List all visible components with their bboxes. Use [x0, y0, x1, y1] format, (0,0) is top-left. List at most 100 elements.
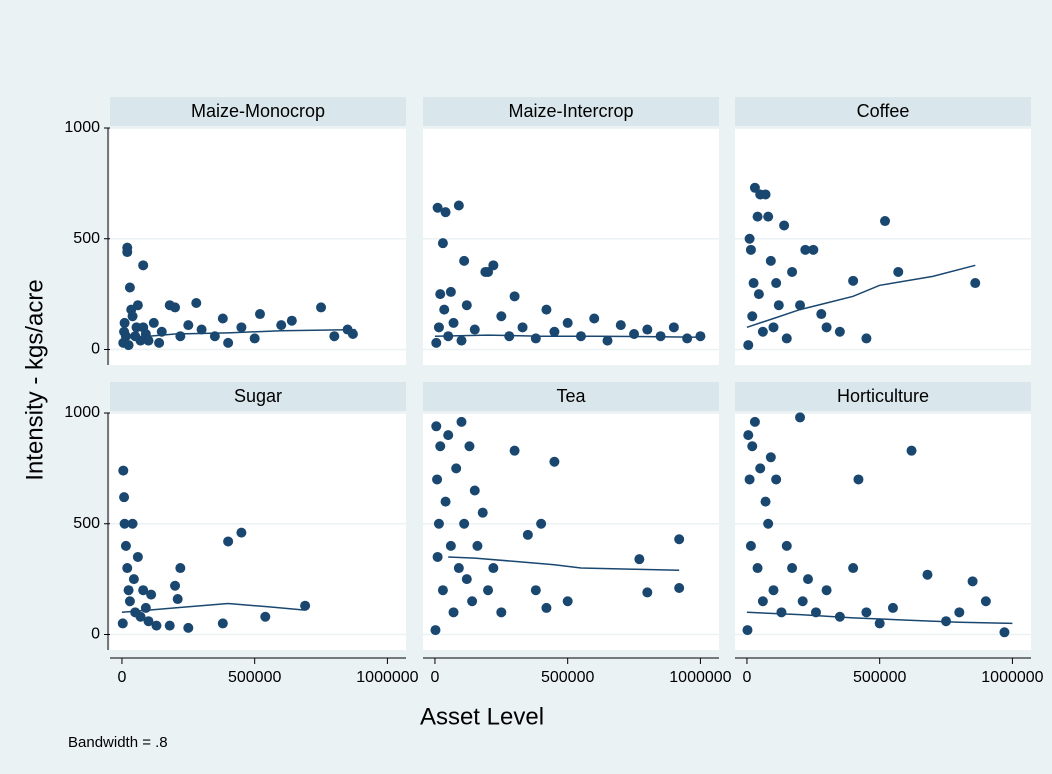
point — [906, 445, 917, 456]
point — [795, 300, 806, 311]
point — [483, 266, 494, 277]
point — [459, 518, 470, 529]
point — [432, 202, 443, 213]
point — [980, 596, 991, 607]
point — [439, 304, 450, 315]
point — [433, 322, 444, 333]
plot-area — [110, 413, 406, 650]
point — [236, 527, 247, 538]
point — [562, 317, 573, 328]
point — [286, 315, 297, 326]
point — [967, 576, 978, 587]
point — [970, 278, 981, 289]
point — [674, 534, 685, 545]
panel-header — [110, 382, 406, 411]
point — [445, 286, 456, 297]
lowess-line — [121, 328, 356, 340]
panel-title: Maize-Monocrop — [191, 101, 325, 121]
point — [483, 585, 494, 596]
panel-header — [423, 97, 719, 126]
point — [745, 540, 756, 551]
point — [629, 328, 640, 339]
point — [760, 496, 771, 507]
point — [164, 620, 175, 631]
point — [431, 421, 442, 432]
point — [445, 540, 456, 551]
point — [765, 452, 776, 463]
point — [682, 333, 693, 344]
point — [744, 233, 755, 244]
point — [143, 335, 154, 346]
point — [464, 441, 475, 452]
x-tick-label: 0 — [742, 669, 751, 686]
plot-area — [423, 413, 719, 650]
point — [779, 220, 790, 231]
point — [437, 585, 448, 596]
point — [602, 335, 613, 346]
point — [132, 300, 143, 311]
point — [119, 492, 130, 503]
point — [143, 616, 154, 627]
point — [135, 335, 146, 346]
point — [300, 600, 311, 611]
x-tick-label: 0 — [117, 669, 126, 686]
point — [781, 540, 792, 551]
point — [589, 313, 600, 324]
point — [433, 518, 444, 529]
point — [541, 602, 552, 613]
point — [549, 326, 560, 337]
point — [768, 585, 779, 596]
x-tick-label: 500000 — [541, 669, 594, 686]
lowess-line — [746, 611, 1013, 625]
point — [861, 333, 872, 344]
point — [122, 563, 133, 574]
point — [347, 328, 358, 339]
panel-header — [735, 97, 1031, 126]
point — [140, 602, 151, 613]
point — [763, 518, 774, 529]
point — [776, 607, 787, 618]
point — [440, 207, 451, 218]
point — [443, 430, 454, 441]
point — [747, 311, 758, 322]
x-axis-title: Asset Level — [420, 703, 544, 730]
x-tick-label: 500000 — [853, 669, 906, 686]
point — [642, 324, 653, 335]
point — [803, 574, 814, 585]
point — [172, 594, 183, 605]
point — [999, 627, 1010, 638]
y-tick-label: 500 — [73, 230, 100, 247]
point — [183, 320, 194, 331]
point — [757, 326, 768, 337]
y-axis-title: Intensity - kgs/acre — [21, 279, 48, 480]
point — [170, 580, 181, 591]
point — [874, 618, 885, 629]
point — [459, 255, 470, 266]
panel-header — [423, 382, 719, 411]
point — [217, 618, 228, 629]
point — [752, 211, 763, 222]
point — [488, 563, 499, 574]
point — [175, 563, 186, 574]
point — [749, 182, 760, 193]
point — [440, 496, 451, 507]
point — [530, 585, 541, 596]
panel-title: Horticulture — [837, 386, 929, 406]
point — [236, 322, 247, 333]
point — [124, 282, 135, 293]
point — [260, 611, 271, 622]
note: Bandwidth = .8 — [68, 734, 168, 751]
lowess-line — [434, 334, 701, 339]
point — [469, 485, 480, 496]
point — [432, 474, 443, 485]
point — [541, 304, 552, 315]
point — [496, 311, 507, 322]
point — [509, 291, 520, 302]
y-tick-label: 1000 — [64, 119, 100, 136]
point — [488, 260, 499, 271]
point — [118, 465, 129, 476]
point — [747, 441, 758, 452]
point — [744, 474, 755, 485]
point — [461, 574, 472, 585]
point — [437, 238, 448, 249]
